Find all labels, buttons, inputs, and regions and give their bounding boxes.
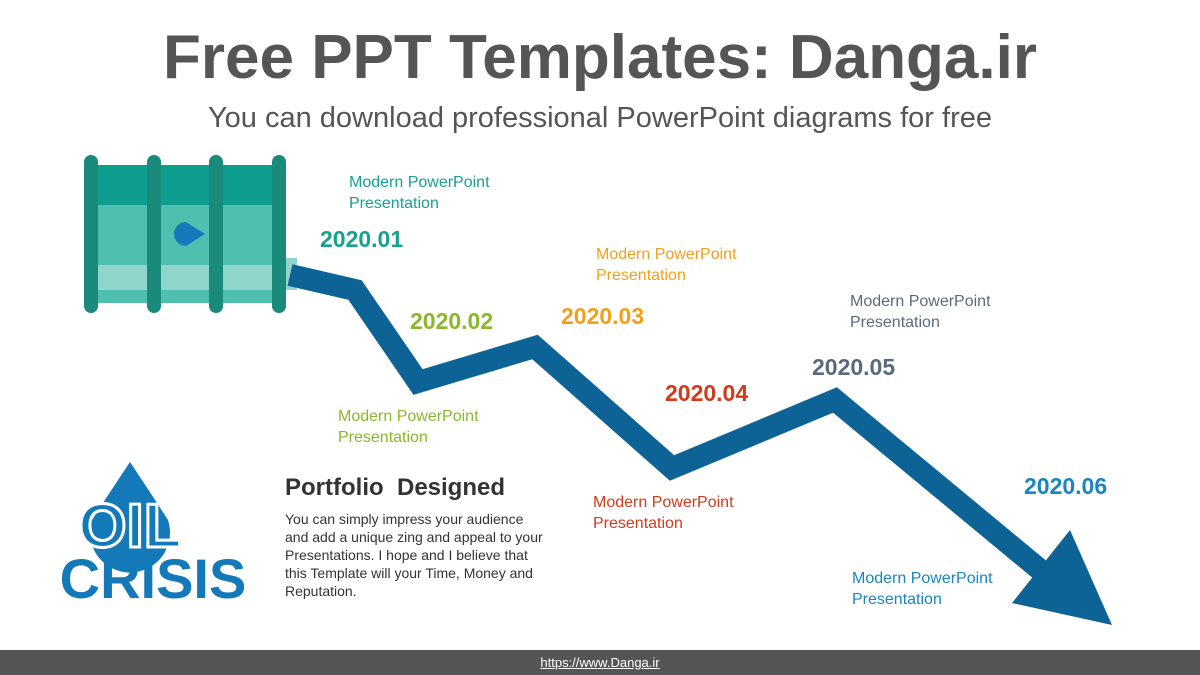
barrel	[84, 155, 297, 313]
milestone-label: Modern PowerPoint Presentation	[852, 570, 993, 608]
milestone-date: 2020.04	[665, 380, 749, 406]
milestone-label: Modern PowerPoint Presentation	[596, 246, 737, 284]
logo-oil: OIL	[78, 492, 181, 561]
milestone-date: 2020.05	[812, 354, 896, 380]
milestone-date: 2020.06	[1024, 473, 1108, 499]
milestone-label: Modern PowerPoint Presentation	[593, 494, 734, 532]
trend-arrow	[287, 264, 1112, 625]
logo: OIL CRISIS	[60, 462, 247, 610]
subtitle: You can download professional PowerPoint…	[207, 102, 992, 134]
milestone-date: 2020.02	[410, 308, 494, 334]
logo-crisis: CRISIS	[60, 547, 247, 610]
footer: https://www.Danga.ir	[0, 650, 1200, 675]
milestone-label: Modern PowerPoint Presentation	[338, 408, 479, 446]
portfolio-heading: Portfolio Designed	[285, 474, 506, 501]
milestone-date: 2020.03	[561, 303, 645, 329]
title: Free PPT Templates: Danga.ir	[163, 23, 1037, 92]
footer-link[interactable]: https://www.Danga.ir	[540, 655, 660, 670]
milestone-label: Modern PowerPoint Presentation	[850, 293, 991, 331]
milestone-date: 2020.01	[320, 226, 404, 252]
portfolio-body: You can simply impress your audience and…	[285, 511, 543, 599]
milestone-label: Modern PowerPoint Presentation	[349, 174, 490, 212]
